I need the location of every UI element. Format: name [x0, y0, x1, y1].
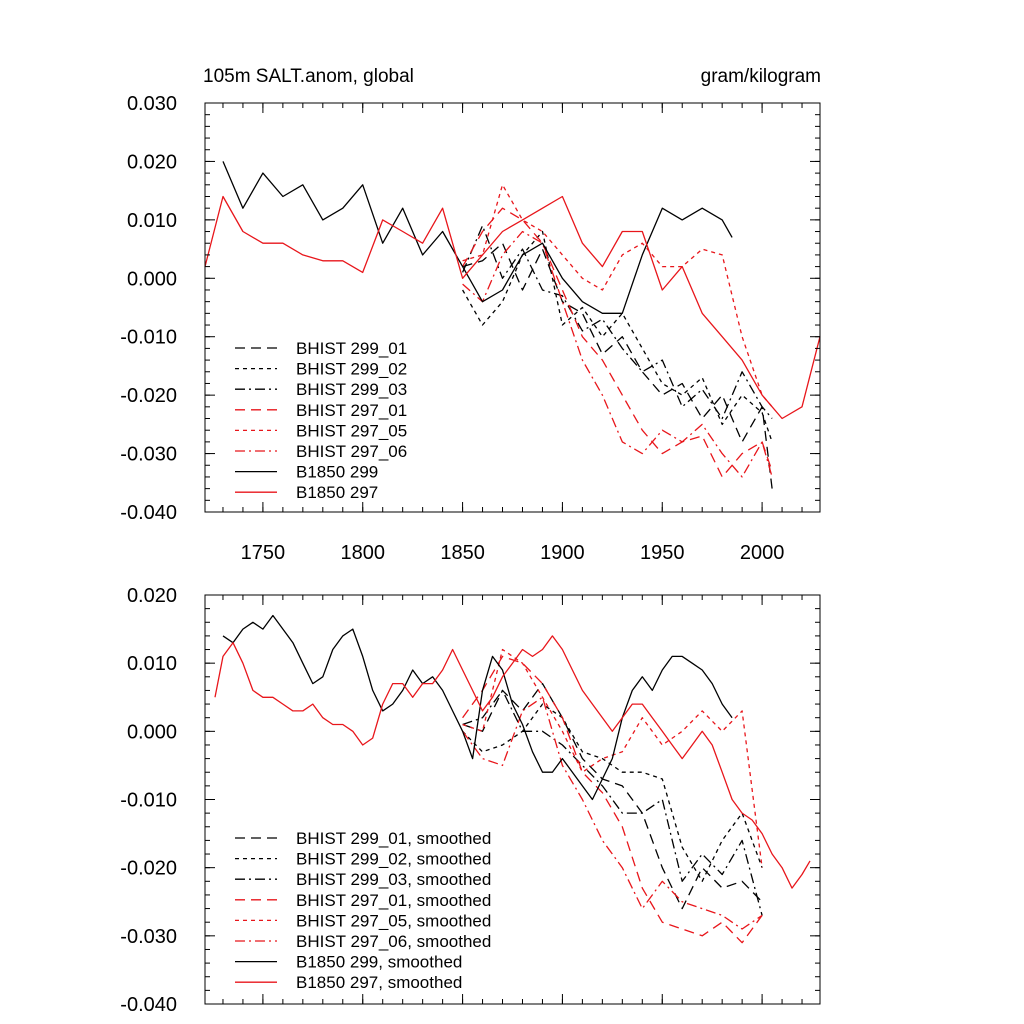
- bottom-legend-label: BHIST 299_01, smoothed: [296, 829, 491, 848]
- top-panel-units: gram/kilogram: [701, 66, 821, 87]
- bottom-series-bhist-299-01-smoothed: [462, 682, 763, 910]
- bottom-legend-label: BHIST 299_03, smoothed: [296, 870, 491, 889]
- bottom-series-bhist-299-03-smoothed: [462, 689, 763, 916]
- bottom-series-bhist-297-01-smoothed: [462, 655, 763, 944]
- top-xtick-label: 1900: [540, 542, 585, 564]
- top-ytick-label: -0.040: [120, 502, 177, 524]
- top-xtick-label: 1750: [241, 542, 286, 564]
- bottom-ytick-label: -0.020: [120, 858, 177, 880]
- top-ytick-label: -0.030: [120, 444, 177, 466]
- top-panel-frame: [204, 102, 821, 513]
- bottom-series-bhist-297-05-smoothed: [462, 648, 763, 868]
- top-legend-label: BHIST 299_03: [296, 380, 407, 399]
- top-ytick-label: 0.030: [127, 93, 177, 115]
- top-legend-label: BHIST 297_06: [296, 442, 407, 461]
- bottom-panel-axes: 0.020 0.010 0.000 -0.010 -0.020 -0.030 -0.040: [120, 585, 820, 1016]
- bottom-ytick-label: 0.010: [127, 653, 177, 675]
- top-panel-series: [204, 161, 821, 489]
- bottom-panel-series: [214, 614, 811, 944]
- top-panel-axes: 0.030 0.020 0.010 0.000 -0.010 -0.020 -0.030 -0…: [120, 93, 820, 564]
- top-xtick-label: 1850: [440, 542, 485, 564]
- bottom-ytick-label: 0.000: [127, 721, 177, 743]
- top-ytick-label: 0.010: [127, 210, 177, 232]
- top-ytick-label: 0.020: [127, 151, 177, 173]
- top-xtick-label: 1800: [340, 542, 385, 564]
- top-ytick-label: 0.000: [127, 268, 177, 290]
- top-series-bhist-297-06: [462, 230, 773, 478]
- bottom-legend-label: BHIST 297_01, smoothed: [296, 891, 491, 910]
- bottom-legend-label: BHIST 299_02, smoothed: [296, 850, 491, 869]
- top-series-bhist-299-02: [462, 230, 773, 443]
- bottom-ytick-label: -0.030: [120, 926, 177, 948]
- top-xtick-label: 1950: [640, 542, 685, 564]
- bottom-panel-legend: BHIST 299_01, smoothed BHIST 299_02, smoo…: [235, 829, 491, 992]
- top-series-bhist-297-01: [462, 207, 773, 478]
- top-series-bhist-299-01: [462, 242, 773, 489]
- bottom-legend-label: B1850 297, smoothed: [296, 973, 462, 992]
- bottom-ytick-label: -0.010: [120, 790, 177, 812]
- top-legend-label: BHIST 299_02: [296, 360, 407, 379]
- top-legend-label: B1850 299: [296, 463, 378, 482]
- top-series-bhist-299-03: [462, 225, 773, 420]
- top-legend-label: BHIST 297_05: [296, 421, 407, 440]
- top-xtick-label: 2000: [740, 542, 785, 564]
- bottom-panel: 0.0200.0100.000-0.010-0.020-0.030-0.040 …: [120, 585, 821, 1016]
- bottom-legend-label: B1850 299, smoothed: [296, 953, 462, 972]
- top-ytick-label: -0.010: [120, 327, 177, 349]
- bottom-legend-label: BHIST 297_05, smoothed: [296, 911, 491, 930]
- bottom-series-b1850-299-smoothed: [222, 614, 733, 801]
- top-series-b1850-299: [222, 161, 733, 314]
- top-series-b1850-297: [204, 195, 821, 420]
- top-panel-title: 105m SALT.anom, global: [203, 66, 414, 87]
- bottom-ytick-label: 0.020: [127, 585, 177, 607]
- top-series-bhist-297-05: [462, 184, 773, 408]
- top-legend-label: BHIST 299_01: [296, 339, 407, 358]
- bottom-series-bhist-297-06-smoothed: [462, 696, 763, 930]
- bottom-legend-label: BHIST 297_06, smoothed: [296, 932, 491, 951]
- top-ytick-label: -0.020: [120, 385, 177, 407]
- top-legend-label: B1850 297: [296, 483, 378, 502]
- top-panel: 105m SALT.anom, global gram/kilogram 0.0…: [120, 66, 821, 564]
- bottom-ytick-label: -0.040: [120, 994, 177, 1016]
- bottom-series-b1850-297-smoothed: [214, 635, 811, 889]
- top-legend-label: BHIST 297_01: [296, 401, 407, 420]
